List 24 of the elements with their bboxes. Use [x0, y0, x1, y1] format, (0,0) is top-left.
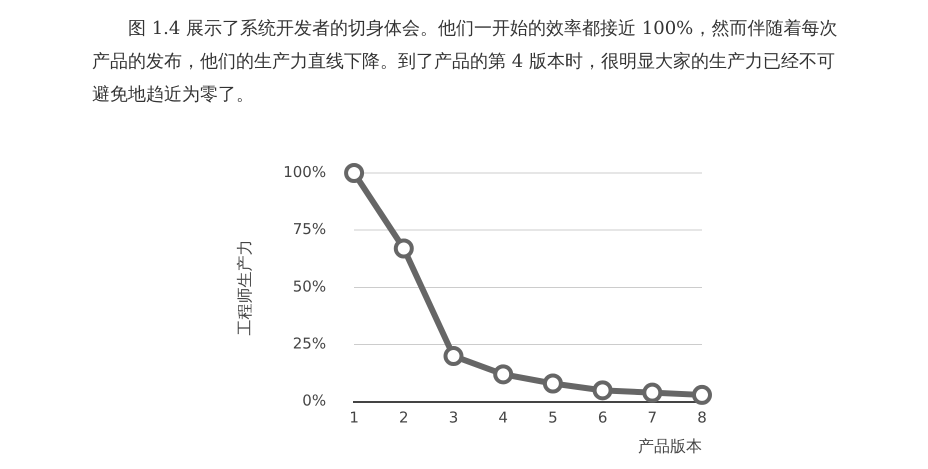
y-tick-label: 75% [292, 220, 326, 238]
x-tick-label: 4 [498, 408, 508, 427]
point [642, 382, 662, 403]
x-tick-label: 3 [448, 408, 458, 427]
y-tick-label: 0% [302, 392, 326, 410]
x-tick-label: 7 [648, 408, 658, 427]
x-tick-label: 1 [349, 408, 359, 427]
point [443, 346, 464, 366]
y-tick-label: 25% [292, 334, 326, 352]
x-tick-label: 2 [399, 408, 409, 427]
point [542, 373, 563, 394]
x-axis-title: 产品版本 [638, 436, 702, 456]
y-axis-title: 工程师生产力 [234, 239, 254, 336]
y-tick-label: 100% [283, 162, 326, 181]
x-tick-label: 5 [548, 408, 558, 427]
point [394, 238, 414, 259]
x-tick-label: 6 [598, 408, 608, 427]
x-tick-label: 8 [697, 408, 707, 427]
point [592, 380, 613, 400]
caption: 图 1.4 展示了系统开发者的切身体会。他们一开始的效率都接近 100%，然而伴随着每次产品的发布，他们的生产力直线下降。到了产品的第 4 版本时，很明显大家的生产力已经不可避免地趋近为零了。 [92, 17, 838, 107]
point [344, 163, 364, 183]
point [493, 364, 514, 384]
point [692, 384, 712, 405]
y-tick-label: 50% [292, 277, 326, 296]
